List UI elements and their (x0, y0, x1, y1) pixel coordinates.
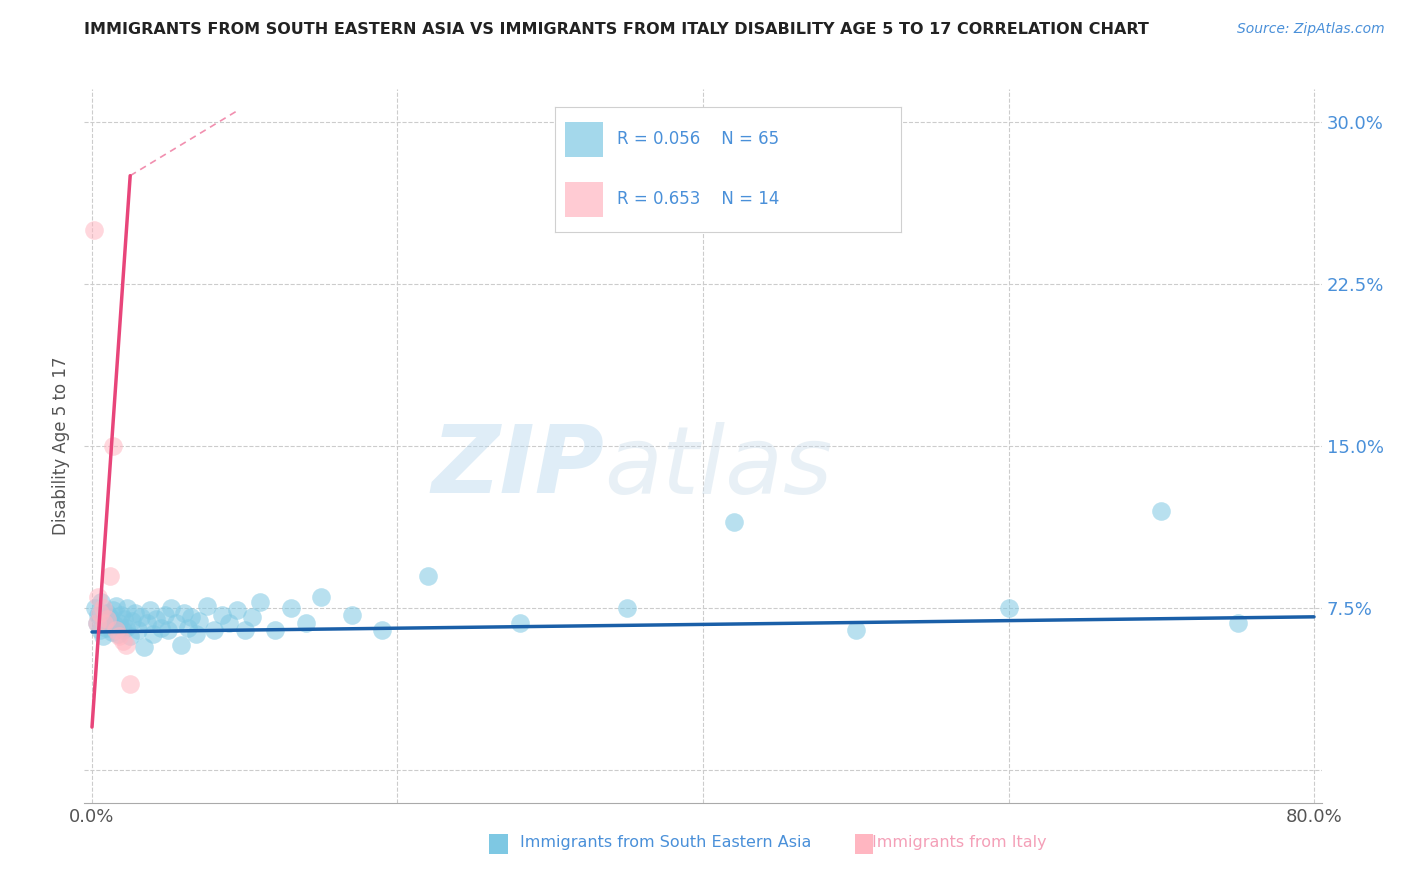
Point (84, 601, 107, 615)
Point (101, 624, 124, 639)
Point (96, 612, 118, 626)
Point (165, 616, 187, 631)
Point (93, 616, 115, 631)
Point (616, 601, 638, 615)
Point (96, 606, 118, 620)
Point (218, 616, 240, 631)
Point (108, 616, 131, 631)
Point (249, 595, 271, 609)
Point (211, 607, 233, 622)
Text: Immigrants from Italy: Immigrants from Italy (872, 836, 1046, 850)
Point (91, 629, 114, 643)
Point (195, 599, 218, 613)
Point (89, 623, 111, 637)
Text: atlas: atlas (605, 422, 832, 513)
Point (93, 612, 115, 626)
Point (110, 607, 132, 622)
Point (114, 638, 136, 652)
Point (107, 627, 129, 641)
Point (145, 612, 167, 626)
Point (997, 601, 1019, 615)
Point (226, 603, 249, 617)
Point (115, 601, 138, 615)
Point (845, 623, 868, 637)
Point (233, 623, 256, 637)
Point (89, 606, 111, 620)
Point (416, 568, 439, 582)
Text: Immigrants from South Eastern Asia: Immigrants from South Eastern Asia (520, 836, 811, 850)
Point (104, 618, 127, 632)
Point (121, 614, 143, 628)
Point (142, 627, 165, 641)
Point (184, 627, 207, 641)
Point (124, 606, 146, 620)
Point (111, 633, 134, 648)
Point (103, 439, 125, 453)
Point (160, 601, 183, 615)
Point (111, 623, 134, 637)
Point (509, 616, 531, 631)
Point (94, 621, 117, 635)
Point (91, 601, 114, 615)
Point (371, 623, 394, 637)
Point (280, 601, 302, 615)
Text: IMMIGRANTS FROM SOUTH EASTERN ASIA VS IMMIGRANTS FROM ITALY DISABILITY AGE 5 TO : IMMIGRANTS FROM SOUTH EASTERN ASIA VS IM… (84, 22, 1149, 37)
Point (114, 621, 136, 635)
Point (97, 614, 120, 628)
Point (139, 603, 162, 617)
Point (108, 629, 131, 643)
Point (177, 621, 200, 635)
Point (136, 616, 159, 631)
Point (149, 621, 172, 635)
Point (120, 629, 142, 643)
Point (83, 223, 105, 237)
Point (157, 623, 180, 637)
Point (112, 612, 135, 626)
Point (309, 591, 332, 605)
Point (723, 515, 745, 529)
Y-axis label: Disability Age 5 to 17: Disability Age 5 to 17 (52, 357, 70, 535)
Point (264, 623, 287, 637)
Point (120, 677, 142, 691)
Text: ZIP: ZIP (432, 421, 605, 514)
Point (98, 568, 121, 582)
Point (169, 638, 191, 652)
Point (242, 610, 264, 624)
Point (103, 603, 125, 617)
Point (340, 607, 363, 622)
Point (105, 599, 128, 613)
Point (98, 610, 121, 624)
Text: Source: ZipAtlas.com: Source: ZipAtlas.com (1237, 22, 1385, 37)
Point (187, 614, 209, 628)
Point (155, 607, 177, 622)
Point (180, 610, 202, 624)
Point (202, 623, 225, 637)
Point (1226, 616, 1249, 631)
Point (86, 616, 108, 631)
Point (105, 623, 128, 637)
Point (1150, 504, 1173, 518)
Point (173, 606, 195, 620)
Point (295, 616, 318, 631)
Point (132, 640, 155, 654)
Point (87, 591, 110, 605)
Point (129, 610, 152, 624)
Point (86, 616, 108, 631)
Point (87, 607, 110, 622)
Point (127, 623, 149, 637)
Point (90, 595, 112, 609)
